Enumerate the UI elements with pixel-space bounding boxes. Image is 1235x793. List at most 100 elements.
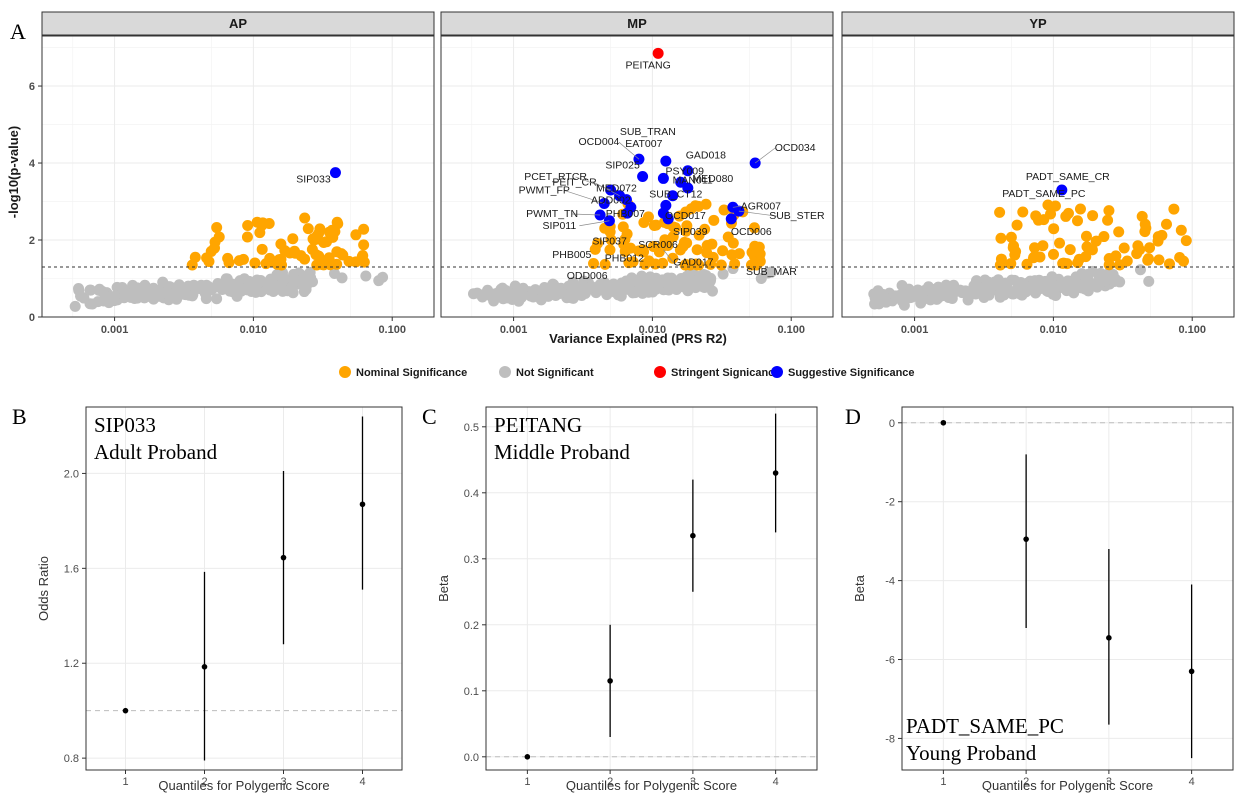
x-tick-label: 4 [773,776,779,788]
point-label: SUB_CT12 [649,188,702,200]
x-tick-label: 3 [280,776,286,788]
point-nominal [1160,218,1172,230]
point-not-significant [73,284,85,296]
point-not-significant [970,284,982,296]
estimate-point [772,470,779,476]
point-not-significant [928,287,940,299]
panel-border [901,406,1234,771]
point-nominal [1017,206,1029,218]
point-nominal [633,245,645,257]
x-tick-label: 0.010 [1040,324,1068,336]
point-not-significant [86,298,98,310]
x-tick-label: 2 [1023,776,1029,788]
point-not-significant [145,285,157,297]
label-leader-line [575,176,611,191]
point-nominal [1048,223,1060,235]
y-tick-label: 4 [29,158,36,170]
point-nominal [222,252,234,264]
point-nominal [1152,235,1164,247]
point-nominal [1054,237,1066,249]
point-not-significant [495,283,507,295]
estimate-point [359,501,366,508]
point-nominal [331,246,343,258]
point-not-significant [471,287,483,299]
point-not-significant [1049,288,1061,300]
label-leader-line [572,213,601,216]
point-nominal [717,245,729,257]
x-tick-label: 2 [201,776,207,788]
point-not-significant [896,295,908,307]
legend-key-stringent [654,366,666,378]
point-nominal [1029,242,1041,254]
point-not-significant [108,295,120,307]
y-tick-label: -6 [885,655,895,667]
point-not-significant [1083,283,1095,295]
estimate-point [607,678,613,684]
point-not-significant [239,283,251,295]
point-nominal [745,259,757,271]
point-nominal [1057,257,1069,269]
point-nominal [249,257,261,269]
point-nominal [299,212,311,224]
point-nominal [701,247,713,259]
point-not-significant [510,287,522,299]
top-x-axis-title: Variance Explained (PRS R2) [549,331,727,346]
point-label: OCD006 [731,226,772,238]
x-tick-label: 0.100 [378,324,406,336]
panel-letter-c: C [422,404,437,429]
point-not-significant [666,272,678,284]
inset-subtitle: Middle Proband [494,440,630,464]
point-not-significant [565,292,577,304]
point-not-significant [84,284,96,296]
point-nominal [617,221,629,233]
point-nominal [1144,242,1156,254]
label-leader-line [594,182,620,197]
x-tick-label: 0.010 [639,324,667,336]
point-not-significant [230,279,242,291]
point-nominal [1175,224,1187,236]
point-label: SIP039 [673,226,708,238]
point-nominal [667,252,679,264]
estimate-point [122,707,129,714]
point-not-significant [982,286,994,298]
inset-subtitle: Young Proband [906,741,1037,765]
point-nominal [1038,214,1050,226]
point-nominal [273,254,285,266]
point-suggestive [725,213,737,225]
point-nominal [726,249,738,261]
point-nominal [302,223,314,235]
point-not-significant [211,293,223,305]
point-label: PWMT_TN [526,208,578,220]
point-not-significant [554,287,566,299]
point-nominal [1081,241,1093,253]
point-label: GAD018 [686,150,726,162]
point-nominal [1087,210,1099,222]
point-nominal [1140,222,1152,234]
point-nominal [995,253,1007,265]
point-not-significant [131,292,143,304]
point-label: SUB_STER [769,210,825,222]
panel-border [440,35,834,318]
panel-letter-b: B [12,404,27,429]
y-tick-label: 1.6 [64,563,79,575]
point-nominal [1118,242,1130,254]
point-nominal [313,250,325,262]
legend-key-not-significant [499,366,511,378]
point-nominal [299,253,311,265]
y-tick-label: 0.1 [464,686,479,698]
legend-label: Nominal Significance [356,367,467,379]
point-not-significant [199,287,211,299]
point-not-significant [995,281,1007,293]
point-nominal [995,232,1007,244]
point-label: SUB_MAR [746,266,797,278]
point-nominal [643,255,655,267]
estimate-point [1023,536,1029,542]
point-nominal [1072,215,1084,227]
x-tick-label: 2 [607,776,613,788]
x-tick-label: 0.001 [901,324,929,336]
x-tick-label: 0.001 [500,324,528,336]
point-label: MAN011 [673,175,713,187]
point-nominal [679,259,691,271]
point-nominal [1011,219,1023,231]
